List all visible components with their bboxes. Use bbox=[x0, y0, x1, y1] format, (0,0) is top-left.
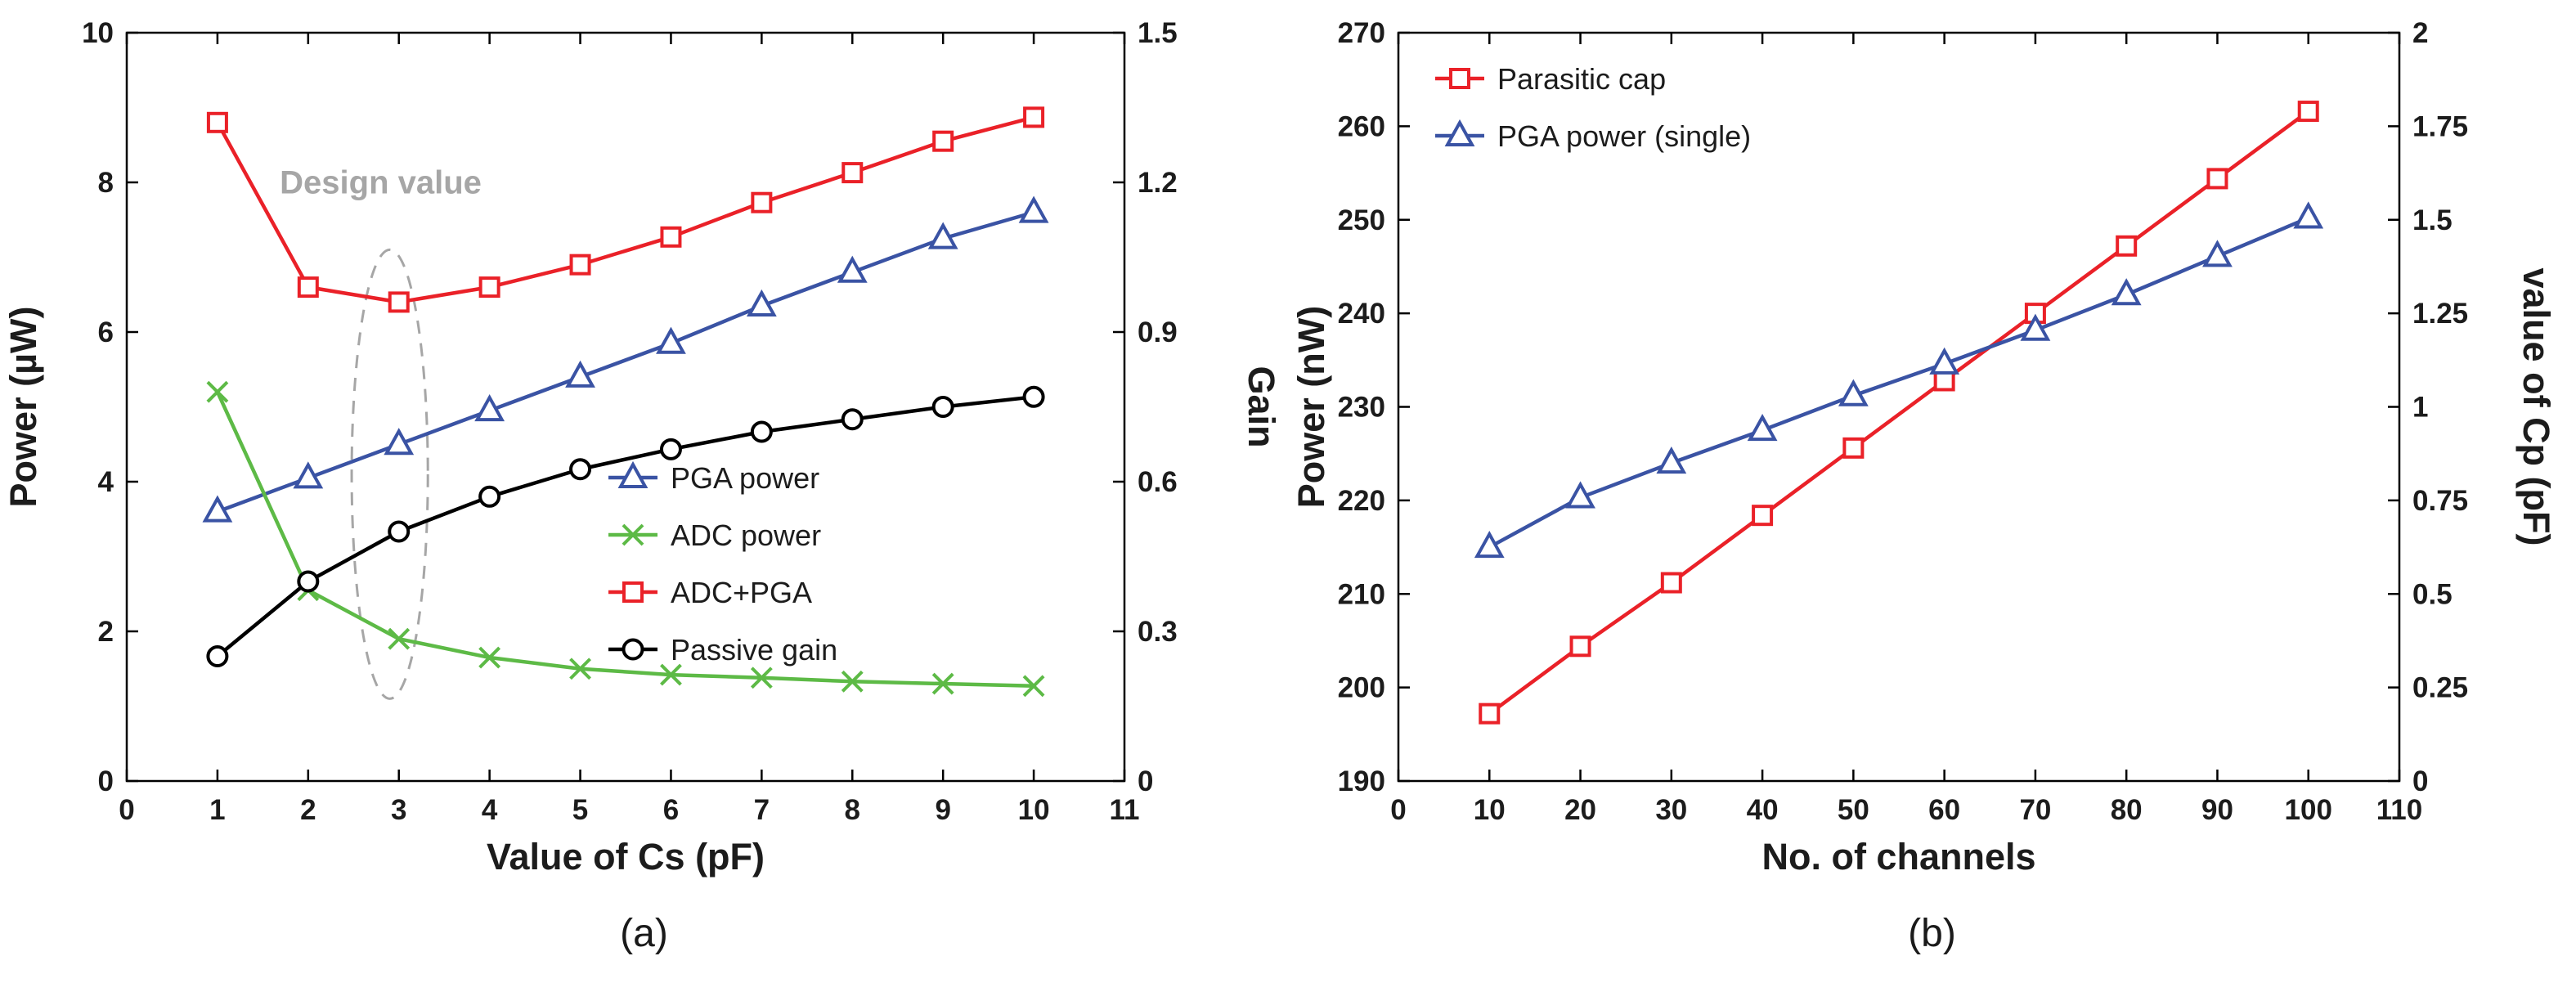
svg-text:0: 0 bbox=[2412, 765, 2428, 797]
annotation-design-value: Design value bbox=[280, 165, 482, 700]
svg-text:0: 0 bbox=[1138, 765, 1153, 797]
svg-text:2: 2 bbox=[2412, 17, 2428, 49]
svg-text:1.2: 1.2 bbox=[1138, 167, 1178, 199]
axes: 0 10 20 30 40 50 60 70 80 90 100 110190200210220230… bbox=[1338, 17, 2469, 826]
svg-text:6: 6 bbox=[98, 316, 114, 348]
svg-text:5: 5 bbox=[572, 794, 588, 826]
svg-text:270: 270 bbox=[1338, 17, 1385, 49]
svg-text:Power (µW): Power (µW) bbox=[2, 307, 44, 508]
svg-text:10: 10 bbox=[1018, 794, 1050, 826]
svg-text:60: 60 bbox=[1928, 794, 1960, 826]
svg-text:8: 8 bbox=[98, 167, 114, 199]
series-adc-pga bbox=[206, 106, 1045, 313]
svg-text:30: 30 bbox=[1655, 794, 1687, 826]
svg-text:4: 4 bbox=[98, 466, 114, 498]
svg-text:0.9: 0.9 bbox=[1138, 316, 1178, 348]
svg-text:1.75: 1.75 bbox=[2412, 110, 2468, 142]
svg-text:2: 2 bbox=[300, 794, 316, 826]
svg-text:230: 230 bbox=[1338, 392, 1385, 424]
svg-text:20: 20 bbox=[1564, 794, 1596, 826]
svg-text:4: 4 bbox=[482, 794, 498, 826]
svg-text:ADC power: ADC power bbox=[671, 518, 821, 552]
svg-text:0.75: 0.75 bbox=[2412, 485, 2468, 517]
svg-text:11: 11 bbox=[1110, 794, 1140, 826]
svg-text:250: 250 bbox=[1338, 204, 1385, 236]
svg-text:0.5: 0.5 bbox=[2412, 578, 2453, 610]
svg-text:1.5: 1.5 bbox=[2412, 204, 2453, 236]
svg-text:PGA power: PGA power bbox=[671, 461, 819, 495]
svg-text:0: 0 bbox=[98, 765, 114, 797]
svg-text:0: 0 bbox=[1390, 794, 1406, 826]
svg-text:10: 10 bbox=[1474, 794, 1506, 826]
panel-b: 0 10 20 30 40 50 60 70 80 90 100 110 190 200 210 220 230… bbox=[1288, 0, 2576, 1001]
svg-text:1: 1 bbox=[209, 794, 225, 826]
svg-text:110: 110 bbox=[2376, 794, 2422, 826]
svg-text:40: 40 bbox=[1747, 794, 1779, 826]
svg-text:8: 8 bbox=[845, 794, 860, 826]
svg-text:1.25: 1.25 bbox=[2412, 298, 2468, 330]
series-pga-power bbox=[202, 195, 1049, 523]
svg-text:ADC+PGA: ADC+PGA bbox=[671, 576, 812, 609]
svg-text:0.6: 0.6 bbox=[1138, 466, 1178, 498]
svg-text:190: 190 bbox=[1338, 765, 1385, 797]
series-pga-power-single- bbox=[1474, 201, 2324, 559]
svg-text:90: 90 bbox=[2201, 794, 2233, 826]
svg-text:210: 210 bbox=[1338, 578, 1385, 610]
svg-text:1.5: 1.5 bbox=[1138, 17, 1178, 49]
axis-labels: Value of Cs (pF) Power (µW) Gain bbox=[2, 307, 1282, 878]
svg-text:260: 260 bbox=[1338, 110, 1385, 142]
svg-text:3: 3 bbox=[391, 794, 406, 826]
series-parasitic-cap bbox=[1479, 101, 2319, 725]
svg-text:240: 240 bbox=[1338, 298, 1385, 330]
svg-text:PGA power (single): PGA power (single) bbox=[1497, 119, 1751, 153]
axis-labels: No. of channels Power (nW) value of Cp (pF… bbox=[1290, 268, 2557, 878]
svg-text:Parasitic cap: Parasitic cap bbox=[1497, 62, 1666, 96]
svg-text:80: 80 bbox=[2111, 794, 2143, 826]
svg-text:6: 6 bbox=[663, 794, 679, 826]
svg-text:Design value: Design value bbox=[280, 165, 482, 201]
svg-text:200: 200 bbox=[1338, 672, 1385, 704]
svg-text:2: 2 bbox=[98, 616, 114, 648]
legend: Parasitic cap PGA power (single) bbox=[1435, 62, 1751, 153]
svg-text:Power (nW): Power (nW) bbox=[1290, 306, 1332, 508]
caption-a: (a) bbox=[620, 912, 668, 955]
svg-text:50: 50 bbox=[1838, 794, 1869, 826]
panel-a: Design value 0 1 2 3 4 5 6 7 8 9 10 11 0 2 4 6 8 10 0 0.3 0.6… bbox=[2, 17, 1282, 955]
svg-text:7: 7 bbox=[754, 794, 770, 826]
svg-text:0.3: 0.3 bbox=[1138, 616, 1178, 648]
svg-text:0: 0 bbox=[119, 794, 134, 826]
svg-text:Gain: Gain bbox=[1241, 366, 1282, 447]
svg-text:70: 70 bbox=[2019, 794, 2051, 826]
chart-b: 0 10 20 30 40 50 60 70 80 90 100 110190200210220230… bbox=[1290, 17, 2557, 878]
svg-text:220: 220 bbox=[1338, 485, 1385, 517]
svg-text:Passive gain: Passive gain bbox=[671, 633, 837, 667]
svg-text:0.25: 0.25 bbox=[2412, 672, 2468, 704]
caption-b: (b) bbox=[1908, 912, 1956, 955]
svg-text:1: 1 bbox=[2412, 392, 2428, 424]
legend: PGA power ADC power ADC+PGA Passive gain bbox=[608, 460, 837, 667]
svg-text:100: 100 bbox=[2285, 794, 2332, 826]
series-passive-gain bbox=[206, 385, 1045, 667]
svg-text:value of Cp (pF): value of Cp (pF) bbox=[2515, 268, 2557, 546]
svg-text:10: 10 bbox=[82, 17, 114, 49]
svg-text:No. of channels: No. of channels bbox=[1761, 836, 2035, 878]
svg-text:Value of Cs (pF): Value of Cs (pF) bbox=[487, 836, 765, 878]
svg-text:9: 9 bbox=[935, 794, 950, 826]
